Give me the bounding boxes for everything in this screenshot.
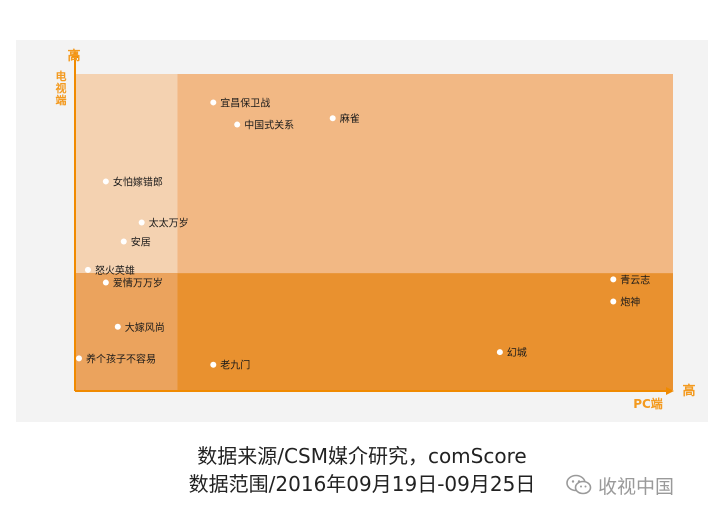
data-point-label: 青云志: [620, 273, 650, 286]
y-axis-high-label: 高: [67, 48, 80, 64]
data-point: [210, 361, 217, 368]
data-point: [496, 349, 503, 356]
data-point: [138, 219, 145, 226]
data-point-label: 大嫁风尚: [125, 321, 165, 334]
data-point-label: 女怕嫁错郎: [113, 175, 163, 188]
data-point-label: 怒火英雄: [95, 264, 135, 277]
x-axis-high-label: 高: [682, 383, 695, 399]
data-point: [114, 323, 121, 330]
data-point-label: 炮神: [620, 296, 640, 309]
caption-source: 数据来源/CSM媒介研究，comScore: [197, 444, 527, 468]
x-axis-label: PC端: [633, 396, 663, 411]
wechat-icon: [566, 474, 592, 495]
data-point-label: 安居: [131, 235, 151, 248]
watermark-text: 收视中国: [598, 475, 675, 498]
chart-panel: 高电视端高 PC端 宜昌保卫战 中国式关系 麻雀 女怕嫁错郎 太太万岁 安居 怒火英雄 爱情万万…: [16, 40, 708, 422]
data-point: [234, 121, 241, 128]
data-point-label: 太太万岁: [149, 217, 189, 230]
quadrant-low-pc-high-tv: [76, 74, 178, 274]
caption-date-range: 数据范围/2016年09月19日-09月25日: [188, 472, 536, 496]
y-axis-label: 电视端: [56, 69, 67, 107]
data-point: [610, 298, 617, 305]
data-point-label: 麻雀: [340, 112, 360, 125]
data-point: [102, 178, 109, 185]
data-point: [210, 99, 217, 106]
data-point-label: 爱情万万岁: [113, 277, 163, 290]
data-point-label: 中国式关系: [244, 119, 294, 132]
data-point: [102, 279, 109, 286]
data-point: [75, 355, 82, 362]
watermark: 收视中国: [566, 470, 716, 500]
data-point-label: 幻城: [507, 346, 527, 359]
data-point: [120, 238, 127, 245]
quadrant-low-pc-low-tv: [76, 273, 178, 390]
data-point: [329, 115, 336, 122]
data-point-label: 养个孩子不容易: [86, 352, 156, 365]
data-point-label: 宜昌保卫战: [220, 96, 270, 109]
data-point: [84, 266, 91, 273]
data-point: [610, 276, 617, 283]
data-point-label: 老九门: [220, 359, 250, 372]
